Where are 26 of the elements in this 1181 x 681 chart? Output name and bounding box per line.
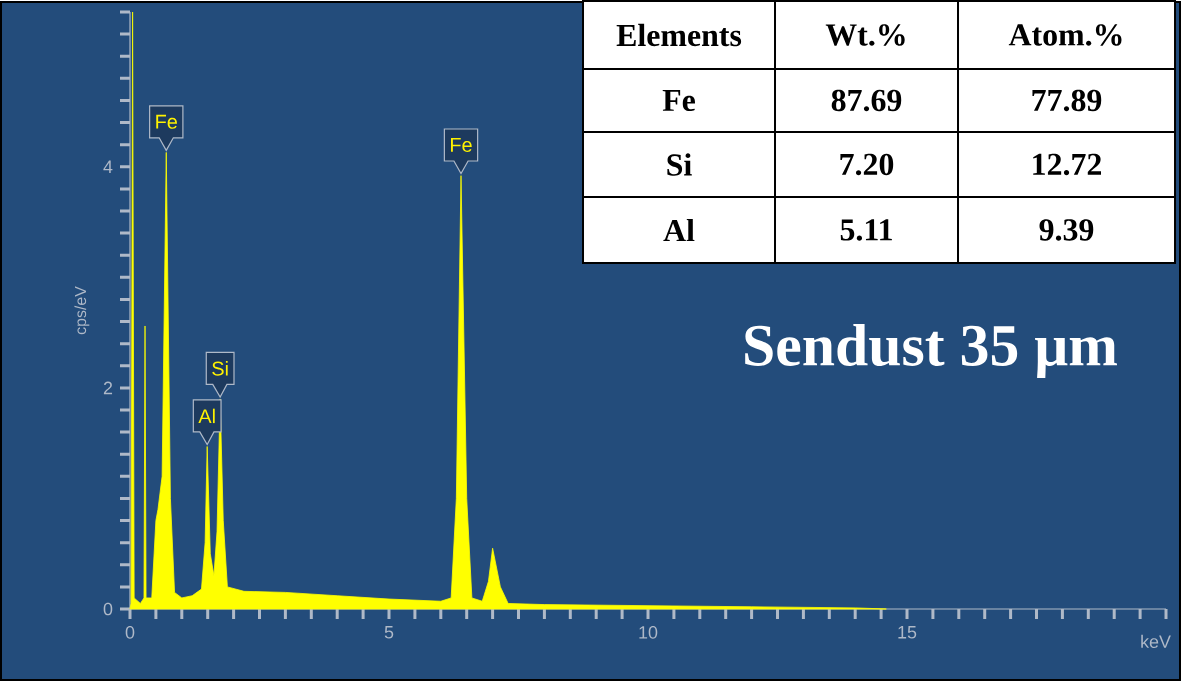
annotation: Fe bbox=[156, 114, 177, 129]
annotation: Wt.% bbox=[825, 24, 905, 46]
y-tick-label: 4 bbox=[103, 160, 113, 173]
annotation: 87.69 bbox=[831, 89, 902, 112]
annotation: Si bbox=[212, 361, 228, 376]
y-tick-label: 2 bbox=[103, 381, 113, 395]
annotation: Elements bbox=[616, 23, 742, 47]
annotation: 5.11 bbox=[840, 219, 892, 241]
x-tick-label: 15 bbox=[898, 626, 917, 639]
y-axis-title: cps/eV bbox=[74, 286, 90, 335]
y-tick-label: 0 bbox=[103, 602, 113, 616]
annotation: Al bbox=[198, 408, 215, 424]
annotation: 12.72 bbox=[1033, 153, 1101, 176]
x-tick-label: 0 bbox=[125, 626, 135, 639]
x-axis-title: keV bbox=[1141, 634, 1171, 648]
annotation: 7.20 bbox=[840, 153, 894, 176]
annotation: Si bbox=[667, 153, 692, 176]
annotation: 9.39 bbox=[1039, 219, 1094, 241]
x-tick-label: 5 bbox=[384, 626, 394, 639]
annotation: Fe bbox=[451, 138, 472, 152]
annotation: Al bbox=[663, 218, 695, 242]
annotation: 77.89 bbox=[1032, 89, 1102, 112]
annotation: Atom.% bbox=[1008, 24, 1122, 46]
annotation: Sendust 35 μm bbox=[745, 323, 1117, 379]
x-tick-label: 10 bbox=[639, 626, 658, 639]
annotation: Fe bbox=[662, 89, 695, 112]
